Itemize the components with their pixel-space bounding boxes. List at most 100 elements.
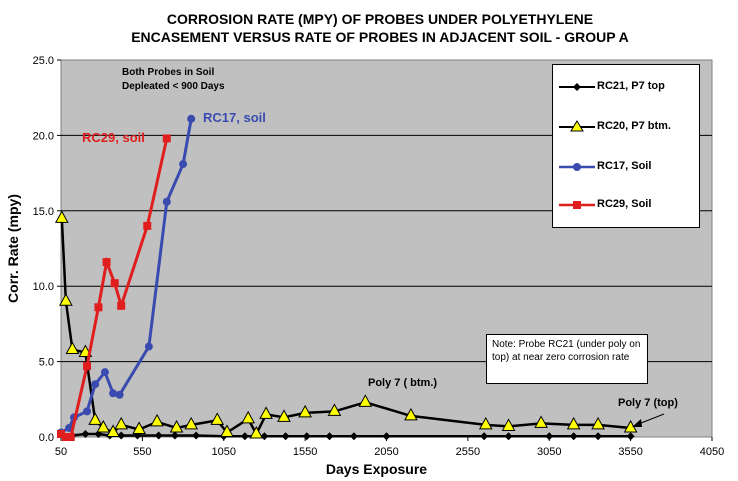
legend-swatch-rc21 <box>559 83 595 91</box>
data-point-rc21-p7-top-5 <box>117 431 126 440</box>
data-point-rc20-p7-btm-16 <box>259 406 273 419</box>
data-point-rc21-p7-top-14 <box>302 432 311 441</box>
y-tick-label-1: 5.0 <box>39 357 54 369</box>
data-point-rc29-soil-7 <box>117 301 126 310</box>
annotation-poly7-top: Poly 7 (top) <box>618 397 678 409</box>
chart-title-line-2: ENCASEMENT VERSUS RATE OF PROBES IN ADJA… <box>131 29 629 45</box>
data-point-rc29-soil-3 <box>83 362 92 371</box>
data-point-rc20-p7-btm-17 <box>277 409 291 422</box>
legend-swatch-rc17 <box>559 163 595 171</box>
y-tick-label-0: 0.0 <box>39 432 54 444</box>
data-point-rc20-p7-btm-12 <box>210 412 225 425</box>
x-tick-label-4: 2050 <box>374 446 398 458</box>
data-point-rc29-soil-1 <box>61 433 70 441</box>
data-point-rc20-p7-btm-26 <box>591 416 605 430</box>
x-tick-label-5: 2550 <box>456 446 480 458</box>
chart-title: CORROSION RATE (MPY) OF PROBES UNDER POL… <box>60 10 700 46</box>
note-text: Note: Probe RC21 (under poly on top) at … <box>492 339 641 363</box>
data-point-rc20-p7-btm-9 <box>150 413 164 427</box>
data-point-rc29-soil-6 <box>110 279 119 288</box>
data-point-rc20-p7-btm-7 <box>114 416 129 430</box>
y-tick-label-5: 25.0 <box>33 55 54 67</box>
x-tick-label-7: 3550 <box>618 446 642 458</box>
data-point-rc20-p7-btm-23 <box>501 418 516 431</box>
legend-swatch-rc20 <box>559 120 595 132</box>
data-point-rc21-p7-top-8 <box>170 431 179 440</box>
legend-label-rc17: RC17, Soil <box>597 160 652 172</box>
data-point-rc29-soil-8 <box>143 221 152 230</box>
data-point-rc21-p7-top-7 <box>154 431 163 440</box>
data-point-rc20-p7-btm-21 <box>404 407 418 421</box>
annotation-both-probes-2: Depleated < 900 Days <box>122 81 225 92</box>
x-axis-label: Days Exposure <box>326 461 427 477</box>
data-point-rc20-p7-btm-11 <box>184 416 199 430</box>
data-point-rc29-soil-0 <box>57 429 65 438</box>
data-point-rc21-p7-top-21 <box>569 432 578 441</box>
legend-item-rc21: RC21, P7 top <box>553 77 699 97</box>
data-point-rc20-p7-btm-14 <box>241 410 256 424</box>
data-point-rc17-soil-9 <box>162 197 171 206</box>
data-point-rc20-p7-btm-10 <box>169 419 184 433</box>
data-point-rc20-p7-btm-2 <box>65 341 80 355</box>
legend-item-rc20: RC20, P7 btm. <box>553 117 699 137</box>
data-point-rc20-p7-btm-22 <box>478 416 493 430</box>
legend: RC21, P7 top RC20, P7 btm. RC17, Soil RC… <box>552 64 700 228</box>
data-point-rc20-p7-btm-6 <box>106 424 120 437</box>
data-point-rc21-p7-top-15 <box>325 432 334 441</box>
legend-item-rc29: RC29, Soil <box>553 195 699 215</box>
data-point-rc20-p7-btm-8 <box>132 421 146 434</box>
data-point-rc17-soil-8 <box>144 342 153 351</box>
data-point-rc21-p7-top-20 <box>545 432 554 441</box>
data-point-rc17-soil-10 <box>179 160 188 169</box>
data-point-rc17-soil-4 <box>91 380 100 389</box>
annotation-rc17-soil: RC17, soil <box>203 110 266 125</box>
x-tick-label-6: 3050 <box>537 446 561 458</box>
data-point-rc17-soil-3 <box>83 407 92 416</box>
data-point-rc17-soil-5 <box>100 368 109 377</box>
data-point-rc17-soil-11 <box>187 114 196 123</box>
data-point-rc21-p7-top-22 <box>594 432 603 441</box>
data-point-rc29-soil-2 <box>66 433 75 441</box>
y-tick-label-4: 20.0 <box>33 130 54 142</box>
data-point-rc29-soil-4 <box>94 303 103 312</box>
x-tick-label-2: 1050 <box>212 446 236 458</box>
data-point-rc20-p7-btm-5 <box>96 419 111 433</box>
note-box: Note: Probe RC21 (under poly on top) at … <box>486 334 648 384</box>
data-point-rc29-soil-5 <box>102 258 111 267</box>
data-point-rc17-soil-7 <box>115 390 124 399</box>
data-point-rc21-p7-top-11 <box>240 432 249 441</box>
x-tick-label-3: 1550 <box>293 446 317 458</box>
data-point-rc21-p7-top-9 <box>192 431 201 440</box>
data-point-rc20-p7-btm-20 <box>358 394 373 407</box>
annotation-rc29-soil: RC29, soil <box>82 130 145 145</box>
data-point-rc20-p7-btm-18 <box>298 404 312 418</box>
annotation-poly7-btm: Poly 7 ( btm.) <box>368 377 438 389</box>
data-point-rc29-soil-9 <box>162 134 171 143</box>
y-tick-label-3: 15.0 <box>33 206 54 218</box>
data-point-rc21-p7-top-19 <box>504 432 513 441</box>
data-point-rc20-p7-btm-15 <box>249 425 264 439</box>
chart-title-line-1: CORROSION RATE (MPY) OF PROBES UNDER POL… <box>166 11 594 27</box>
data-point-rc21-p7-top-13 <box>281 432 290 441</box>
data-point-rc20-p7-btm-24 <box>534 415 548 428</box>
data-point-rc21-p7-top-17 <box>382 432 391 441</box>
y-axis-label: Corr. Rate (mpy) <box>5 194 21 303</box>
x-tick-label-1: 550 <box>133 446 151 458</box>
data-point-rc20-p7-btm-19 <box>327 403 342 416</box>
data-point-rc20-p7-btm-13 <box>220 424 234 437</box>
data-point-rc20-p7-btm-1 <box>59 293 73 306</box>
data-point-rc17-soil-6 <box>109 389 118 398</box>
data-point-rc20-p7-btm-0 <box>54 210 69 223</box>
data-point-rc20-p7-btm-4 <box>88 412 103 425</box>
annotation-both-probes-1: Both Probes in Soil <box>122 67 215 78</box>
x-tick-label-0: 50 <box>55 446 67 458</box>
legend-label-rc20: RC20, P7 btm. <box>597 120 671 132</box>
data-point-rc21-p7-top-23 <box>626 432 635 441</box>
data-point-rc21-p7-top-2 <box>81 429 90 438</box>
data-point-rc21-p7-top-18 <box>480 432 489 441</box>
legend-item-rc17: RC17, Soil <box>553 157 699 177</box>
legend-label-rc29: RC29, Soil <box>597 198 652 210</box>
x-tick-label-8: 4050 <box>700 446 724 458</box>
data-point-rc21-p7-top-16 <box>349 432 358 441</box>
y-tick-label-2: 10.0 <box>33 281 54 293</box>
